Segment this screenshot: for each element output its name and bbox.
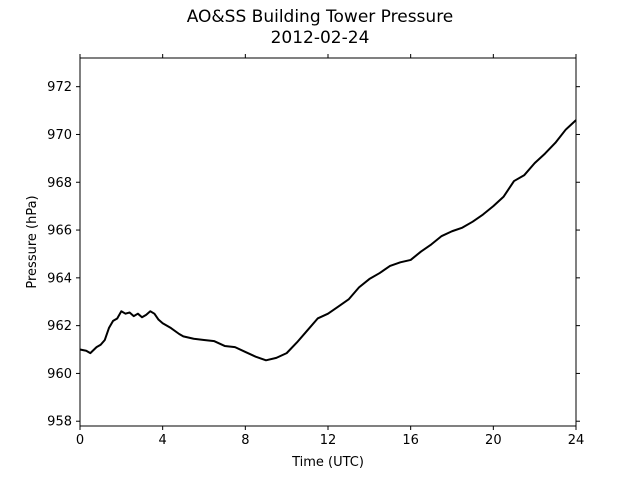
y-tick-label: 966: [47, 224, 72, 239]
series-line: [79, 119, 577, 362]
ticks-layer: 0 4 8 12 16 20 24 958 960 962 964 966 968 970 972: [47, 54, 584, 448]
x-tick-label: 8: [241, 433, 249, 448]
y-tick-label: 960: [47, 367, 72, 382]
x-tick-label: 12: [320, 433, 337, 448]
x-tick-label: 24: [568, 433, 585, 448]
y-axis-label: Pressure (hPa): [25, 195, 40, 288]
axes-frame: [79, 57, 577, 427]
series-layer: [79, 119, 577, 362]
x-tick-label: 0: [76, 433, 84, 448]
x-tick-label: 4: [159, 433, 167, 448]
y-tick-label: 968: [47, 176, 72, 191]
x-axis-label: Time (UTC): [291, 455, 364, 470]
y-tick-label: 972: [47, 80, 72, 95]
chart-subtitle: 2012-02-24: [270, 28, 370, 48]
y-tick-label: 962: [47, 319, 72, 334]
x-tick-label: 16: [402, 433, 419, 448]
x-tick-label: 20: [485, 433, 502, 448]
chart-title: AO&SS Building Tower Pressure: [186, 7, 454, 27]
y-tick-label: 970: [47, 128, 72, 143]
y-tick-label: 958: [47, 415, 72, 430]
y-tick-label: 964: [47, 271, 72, 286]
